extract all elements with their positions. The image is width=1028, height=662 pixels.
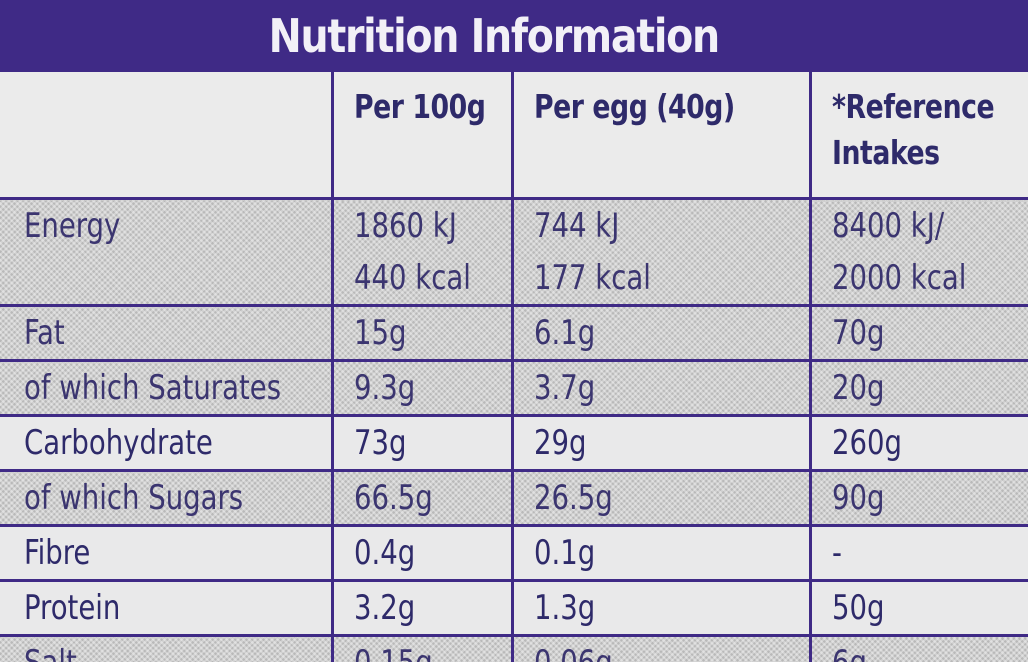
table-row-sugars: of which Sugars 66.5g 26.5g 90g — [0, 470, 1028, 527]
per-100g-value: 9.3g — [330, 360, 512, 417]
per-100g-value: 0.4g — [330, 525, 512, 582]
per-100g-value: 66.5g — [330, 470, 512, 527]
per-egg-value: 0.1g — [510, 525, 810, 582]
nutrient-name: Carbohydrate — [0, 415, 332, 472]
title-bar: Nutrition Information — [0, 0, 1028, 72]
reference-intake-value: 6g — [808, 635, 1028, 662]
reference-intake-value: 90g — [808, 470, 1028, 527]
reference-intake-value: 50g — [808, 580, 1028, 637]
header-row: Per 100g Per egg (40g) *Reference Intake… — [0, 72, 1028, 200]
nutrition-table: Per 100g Per egg (40g) *Reference Intake… — [0, 72, 1028, 662]
per-egg-value: 0.06g — [510, 635, 810, 662]
reference-intake-value: 260g — [808, 415, 1028, 472]
per-egg-value: 6.1g — [510, 305, 810, 362]
nutrient-name: Fat — [0, 305, 332, 362]
table-row-energy: Energy 1860 kJ 440 kcal 744 kJ 177 kcal … — [0, 198, 1028, 307]
header-per-egg: Per egg (40g) — [510, 72, 810, 200]
nutrient-name: Protein — [0, 580, 332, 637]
per-egg-value: 1.3g — [510, 580, 810, 637]
header-reference-intakes: *Reference Intakes — [808, 72, 1028, 200]
nutrient-name: of which Saturates — [0, 360, 332, 417]
per-100g-value: 0.15g — [330, 635, 512, 662]
nutrient-name: of which Sugars — [0, 470, 332, 527]
panel-title: Nutrition Information — [268, 9, 721, 63]
reference-intake-value: 70g — [808, 305, 1028, 362]
reference-intake-value: - — [808, 525, 1028, 582]
nutrient-name: Energy — [0, 198, 332, 307]
nutrient-name: Salt — [0, 635, 332, 662]
nutrient-name: Fibre — [0, 525, 332, 582]
reference-intake-value: 8400 kJ/ 2000 kcal — [808, 198, 1028, 307]
per-egg-value: 26.5g — [510, 470, 810, 527]
table-row-fat: Fat 15g 6.1g 70g — [0, 305, 1028, 362]
header-per-100g: Per 100g — [330, 72, 512, 200]
table-row-carbohydrate: Carbohydrate 73g 29g 260g — [0, 415, 1028, 472]
per-egg-value: 3.7g — [510, 360, 810, 417]
per-100g-value: 15g — [330, 305, 512, 362]
table-row-protein: Protein 3.2g 1.3g 50g — [0, 580, 1028, 637]
header-nutrient — [0, 72, 332, 200]
table-row-salt: Salt 0.15g 0.06g 6g — [0, 635, 1028, 662]
table-row-fibre: Fibre 0.4g 0.1g - — [0, 525, 1028, 582]
per-100g-value: 73g — [330, 415, 512, 472]
table-row-saturates: of which Saturates 9.3g 3.7g 20g — [0, 360, 1028, 417]
per-egg-value: 744 kJ 177 kcal — [510, 198, 810, 307]
reference-intake-value: 20g — [808, 360, 1028, 417]
per-egg-value: 29g — [510, 415, 810, 472]
per-100g-value: 3.2g — [330, 580, 512, 637]
per-100g-value: 1860 kJ 440 kcal — [330, 198, 512, 307]
